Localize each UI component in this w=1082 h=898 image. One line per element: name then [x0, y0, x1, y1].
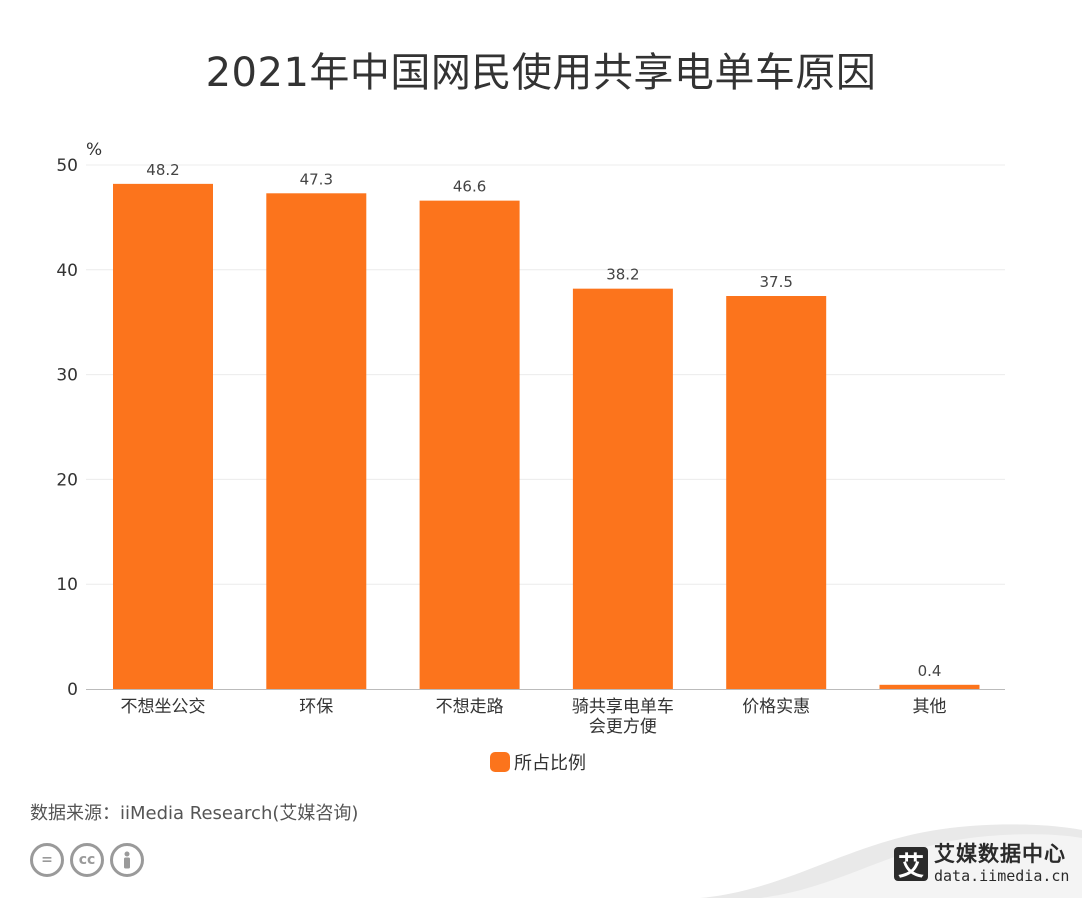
y-tick-label: 30 [56, 366, 78, 386]
legend[interactable]: 所占比例 [490, 749, 586, 775]
category-label: 不想坐公交 [121, 697, 206, 717]
cc-equal-icon: = [30, 843, 64, 877]
brand-url: data.iimedia.cn [934, 867, 1070, 885]
bar [113, 183, 213, 689]
legend-swatch [490, 752, 510, 772]
chart-title: 2021年中国网民使用共享电单车原因 [205, 50, 877, 96]
bar [879, 684, 980, 689]
license-icons: = cc [30, 843, 144, 877]
cc-person-icon [110, 843, 144, 877]
value-label: 38.2 [606, 266, 639, 284]
bar [419, 200, 520, 689]
brand-logo-icon: 艾 [894, 847, 928, 882]
y-tick-label: 20 [56, 470, 78, 490]
value-label: 37.5 [759, 273, 792, 291]
value-label: 47.3 [300, 170, 333, 188]
bar [266, 193, 367, 689]
y-tick-label: 40 [56, 261, 78, 281]
category-label: 环保 [299, 697, 333, 717]
legend-label: 所占比例 [514, 753, 586, 774]
y-tick-label: 0 [67, 680, 78, 700]
value-label: 46.6 [453, 178, 486, 196]
brand-name: 艾媒数据中心 [934, 842, 1066, 866]
category-label: 其他 [913, 697, 947, 717]
category-label: 骑共享电单车会更方便 [572, 697, 674, 737]
category-label: 不想走路 [436, 697, 504, 717]
brand: 艾 艾媒数据中心 data.iimedia.cn [894, 844, 1069, 884]
category-label: 价格实惠 [742, 697, 810, 717]
y-unit-label: % [86, 140, 102, 160]
y-tick-label: 10 [56, 575, 78, 595]
cc-icon: cc [70, 843, 104, 877]
bar [726, 296, 827, 689]
bar [572, 288, 673, 689]
value-label: 48.2 [146, 161, 179, 179]
y-tick-label: 50 [56, 156, 78, 176]
data-source: 数据来源：iiMedia Research(艾媒咨询) [30, 803, 359, 824]
value-label: 0.4 [918, 662, 942, 680]
bar-chart: 0 10 20 30 40 50% 48.2 不想坐公交 47.3 环保 46.6 不想走路 38.2 骑… [56, 140, 1005, 737]
